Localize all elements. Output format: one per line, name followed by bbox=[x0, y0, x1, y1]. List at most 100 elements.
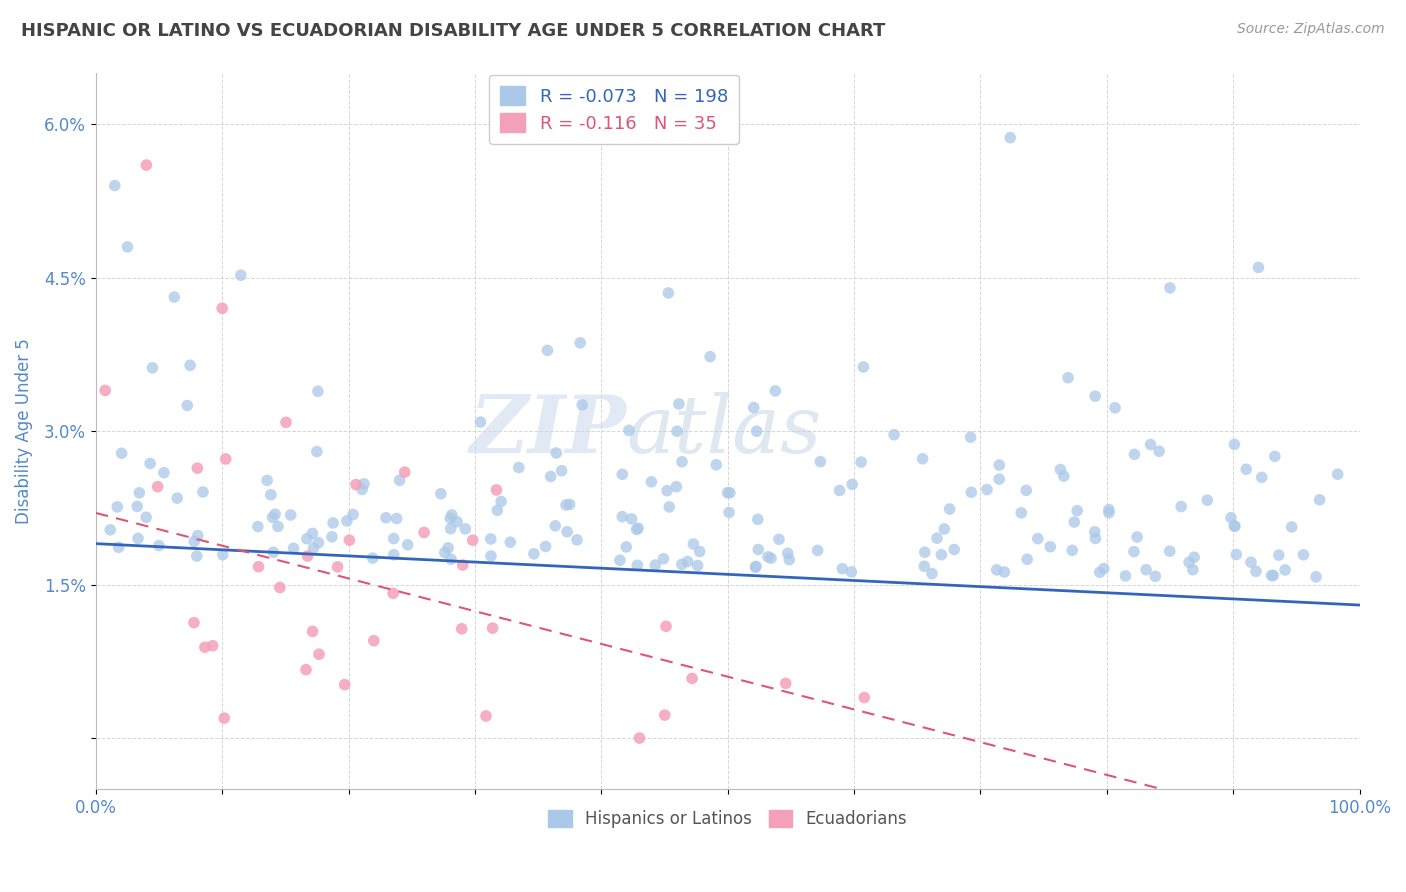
Point bbox=[671, 558, 693, 572]
Point bbox=[262, 510, 284, 524]
Point bbox=[486, 503, 509, 517]
Point bbox=[808, 455, 831, 469]
Point bbox=[1010, 506, 1032, 520]
Legend: Hispanics or Latinos, Ecuadorians: Hispanics or Latinos, Ecuadorians bbox=[541, 803, 914, 835]
Point bbox=[394, 465, 416, 479]
Point bbox=[658, 500, 681, 514]
Point bbox=[1053, 469, 1076, 483]
Point bbox=[321, 530, 343, 544]
Point bbox=[1147, 444, 1170, 458]
Point bbox=[534, 540, 557, 554]
Point bbox=[1268, 548, 1291, 562]
Point bbox=[1015, 483, 1038, 498]
Point bbox=[440, 508, 463, 522]
Point bbox=[1326, 467, 1348, 482]
Point bbox=[446, 515, 468, 529]
Point bbox=[385, 511, 408, 525]
Point bbox=[1017, 552, 1039, 566]
Point bbox=[211, 301, 233, 316]
Point bbox=[1178, 555, 1201, 569]
Point bbox=[1223, 519, 1246, 533]
Point bbox=[1139, 437, 1161, 451]
Point bbox=[211, 548, 233, 562]
Point bbox=[1305, 570, 1327, 584]
Point bbox=[479, 549, 502, 563]
Point bbox=[260, 488, 283, 502]
Point bbox=[768, 533, 790, 547]
Point bbox=[934, 522, 956, 536]
Point bbox=[148, 539, 170, 553]
Point bbox=[187, 528, 209, 542]
Point bbox=[1309, 492, 1331, 507]
Point bbox=[326, 559, 349, 574]
Point bbox=[191, 485, 214, 500]
Point bbox=[344, 477, 367, 491]
Point bbox=[1092, 561, 1115, 575]
Point bbox=[640, 475, 662, 489]
Point bbox=[911, 451, 934, 466]
Point bbox=[322, 516, 344, 530]
Point bbox=[440, 552, 463, 566]
Point bbox=[146, 480, 169, 494]
Point bbox=[454, 522, 477, 536]
Point bbox=[107, 541, 129, 555]
Point bbox=[1084, 532, 1107, 546]
Point bbox=[336, 514, 359, 528]
Point bbox=[229, 268, 252, 283]
Point bbox=[1181, 563, 1204, 577]
Point bbox=[256, 474, 278, 488]
Point bbox=[555, 524, 578, 539]
Text: Source: ZipAtlas.com: Source: ZipAtlas.com bbox=[1237, 22, 1385, 37]
Point bbox=[1260, 568, 1282, 582]
Point bbox=[105, 500, 128, 514]
Point bbox=[1159, 544, 1181, 558]
Point bbox=[976, 483, 998, 497]
Point bbox=[1274, 563, 1296, 577]
Point bbox=[1123, 447, 1146, 461]
Point bbox=[127, 500, 149, 514]
Point bbox=[1170, 500, 1192, 514]
Point bbox=[1084, 389, 1107, 403]
Point bbox=[135, 510, 157, 524]
Point bbox=[612, 467, 634, 482]
Point bbox=[388, 473, 411, 487]
Point bbox=[283, 541, 305, 556]
Point bbox=[1281, 520, 1303, 534]
Point bbox=[931, 548, 953, 562]
Point bbox=[166, 491, 188, 505]
Point bbox=[1098, 502, 1121, 516]
Point bbox=[382, 548, 405, 562]
Point bbox=[569, 335, 592, 350]
Point bbox=[127, 532, 149, 546]
Point bbox=[1197, 493, 1219, 508]
Point bbox=[1098, 506, 1121, 520]
Point bbox=[186, 461, 208, 475]
Point bbox=[215, 452, 238, 467]
Point bbox=[470, 415, 492, 429]
Point bbox=[1223, 437, 1246, 451]
Text: atlas: atlas bbox=[627, 392, 823, 470]
Text: ZIP: ZIP bbox=[470, 392, 627, 470]
Point bbox=[1123, 544, 1146, 558]
Point bbox=[759, 551, 782, 566]
Point bbox=[247, 559, 270, 574]
Point bbox=[437, 541, 460, 555]
Point bbox=[828, 483, 851, 498]
Y-axis label: Disability Age Under 5: Disability Age Under 5 bbox=[15, 338, 32, 524]
Point bbox=[523, 547, 546, 561]
Point bbox=[295, 663, 318, 677]
Point bbox=[246, 519, 269, 533]
Point bbox=[756, 549, 779, 564]
Point bbox=[375, 510, 398, 524]
Point bbox=[704, 458, 727, 472]
Point bbox=[1220, 510, 1243, 524]
Point bbox=[988, 472, 1011, 486]
Point bbox=[988, 458, 1011, 472]
Point bbox=[849, 455, 872, 469]
Point bbox=[938, 502, 960, 516]
Point bbox=[676, 554, 699, 568]
Point bbox=[716, 485, 738, 500]
Point bbox=[807, 543, 830, 558]
Point bbox=[614, 540, 637, 554]
Point bbox=[439, 511, 461, 525]
